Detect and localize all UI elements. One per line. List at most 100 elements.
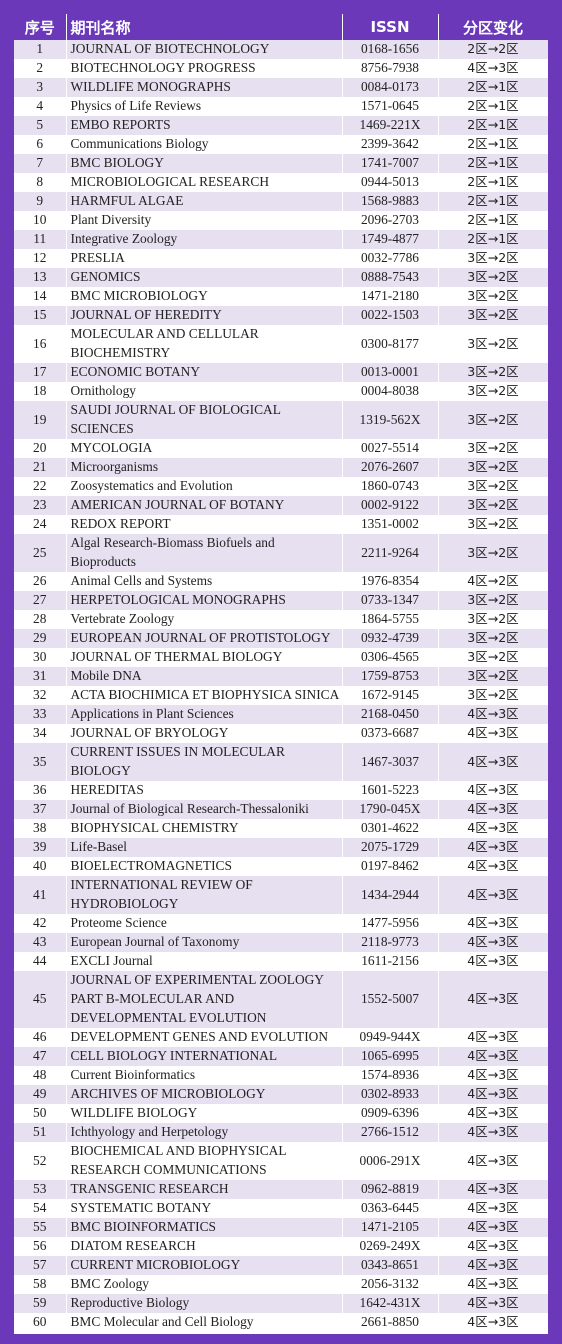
issn-cell: 0027-5514 [342,439,439,458]
issn-cell: 1976-8354 [342,572,439,591]
journal-name: Journal of Biological Research-Thessalon… [66,800,343,819]
table-row: 28 Vertebrate Zoology 1864-5755 3区→2区 [14,610,548,629]
zone-change: 4区→3区 [438,819,548,838]
issn-cell: 1574-8936 [342,1066,439,1085]
row-number: 40 [14,857,67,876]
table-row: 33 Applications in Plant Sciences 2168-045… [14,705,548,724]
table-row: 35 CURRENT ISSUES IN MOLECULAR BIOLOGY 146… [14,743,548,781]
table-row: 41 INTERNATIONAL REVIEW OF HYDROBIOLOGY 14… [14,876,548,914]
zone-change: 4区→3区 [438,1123,548,1142]
row-number: 42 [14,914,67,933]
table-row: 6 Communications Biology 2399-3642 2区→1区 [14,135,548,154]
journal-name: Plant Diversity [66,211,343,230]
issn-cell: 0300-8177 [342,325,439,363]
table-row: 39 Life-Basel 2075-1729 4区→3区 [14,838,548,857]
row-number: 50 [14,1104,67,1123]
issn-cell: 0197-8462 [342,857,439,876]
journal-name: ECONOMIC BOTANY [66,363,343,382]
journal-name: Proteome Science [66,914,343,933]
zone-change: 2区→1区 [438,97,548,116]
journal-name: Ichthyology and Herpetology [66,1123,343,1142]
journal-name: CELL BIOLOGY INTERNATIONAL [66,1047,343,1066]
zone-change: 4区→3区 [438,857,548,876]
table-row: 58 BMC Zoology 2056-3132 4区→3区 [14,1275,548,1294]
table-row: 7 BMC BIOLOGY 1741-7007 2区→1区 [14,154,548,173]
table-row: 16 MOLECULAR AND CELLULAR BIOCHEMISTRY 030… [14,325,548,363]
table-row: 22 Zoosystematics and Evolution 1860-0743 3… [14,477,548,496]
issn-cell: 0949-944X [342,1028,439,1047]
issn-cell: 1864-5755 [342,610,439,629]
journal-name: BMC Molecular and Cell Biology [66,1313,343,1332]
zone-change: 2区→1区 [438,154,548,173]
journal-name: BMC Zoology [66,1275,343,1294]
row-number: 22 [14,477,67,496]
row-number: 45 [14,971,67,1028]
zone-change: 4区→3区 [438,1294,548,1313]
issn-cell: 0944-5013 [342,173,439,192]
journal-name: JOURNAL OF EXPERIMENTAL ZOOLOGY PART B-M… [66,971,343,1028]
zone-change: 3区→2区 [438,496,548,515]
journal-name: REDOX REPORT [66,515,343,534]
row-number: 1 [14,40,67,59]
zone-change: 4区→3区 [438,1313,548,1332]
table-row: 8 MICROBIOLOGICAL RESEARCH 0944-5013 2区→1区 [14,173,548,192]
table-row: 48 Current Bioinformatics 1574-8936 4区→3区 [14,1066,548,1085]
issn-cell: 1434-2944 [342,876,439,914]
row-number: 35 [14,743,67,781]
issn-cell: 2766-1512 [342,1123,439,1142]
table-row: 1 JOURNAL OF BIOTECHNOLOGY 0168-1656 2区→2区 [14,40,548,59]
table-row: 3 WILDLIFE MONOGRAPHS 0084-0173 2区→1区 [14,78,548,97]
zone-change: 3区→2区 [438,591,548,610]
zone-change: 3区→2区 [438,610,548,629]
issn-cell: 1351-0002 [342,515,439,534]
journal-name: PRESLIA [66,249,343,268]
row-number: 6 [14,135,67,154]
row-number: 55 [14,1218,67,1237]
journal-name: Reproductive Biology [66,1294,343,1313]
issn-cell: 1672-9145 [342,686,439,705]
row-number: 8 [14,173,67,192]
issn-cell: 1469-221X [342,116,439,135]
zone-change: 4区→3区 [438,59,548,78]
header-issn: ISSN [342,14,439,40]
row-number: 30 [14,648,67,667]
journal-name: SYSTEMATIC BOTANY [66,1199,343,1218]
row-number: 59 [14,1294,67,1313]
table-row: 53 TRANSGENIC RESEARCH 0962-8819 4区→3区 [14,1180,548,1199]
issn-cell: 1467-3037 [342,743,439,781]
row-number: 9 [14,192,67,211]
journal-name: BIOPHYSICAL CHEMISTRY [66,819,343,838]
table-row: 47 CELL BIOLOGY INTERNATIONAL 1065-6995 4区→… [14,1047,548,1066]
row-number: 4 [14,97,67,116]
journal-name: BMC BIOINFORMATICS [66,1218,343,1237]
table-row: 34 JOURNAL OF BRYOLOGY 0373-6687 4区→3区 [14,724,548,743]
table-body: 1 JOURNAL OF BIOTECHNOLOGY 0168-1656 2区→2区 2… [14,40,548,1332]
issn-cell: 2168-0450 [342,705,439,724]
journal-name: Algal Research-Biomass Biofuels and Biop… [66,534,343,572]
zone-change: 2区→1区 [438,78,548,97]
zone-change: 3区→2区 [438,287,548,306]
issn-cell: 0022-1503 [342,306,439,325]
table-row: 17 ECONOMIC BOTANY 0013-0001 3区→2区 [14,363,548,382]
row-number: 34 [14,724,67,743]
issn-cell: 0013-0001 [342,363,439,382]
table-row: 20 MYCOLOGIA 0027-5514 3区→2区 [14,439,548,458]
zone-change: 4区→3区 [438,1237,548,1256]
table-row: 37 Journal of Biological Research-Thessal… [14,800,548,819]
issn-cell: 2075-1729 [342,838,439,857]
zone-change: 4区→3区 [438,933,548,952]
journal-name: JOURNAL OF THERMAL BIOLOGY [66,648,343,667]
table-row: 21 Microorganisms 2076-2607 3区→2区 [14,458,548,477]
issn-cell: 0002-9122 [342,496,439,515]
journal-name: BIOELECTROMAGNETICS [66,857,343,876]
table-row: 43 European Journal of Taxonomy 2118-9773 4… [14,933,548,952]
zone-change: 4区→3区 [438,743,548,781]
row-number: 31 [14,667,67,686]
table-row: 36 HEREDITAS 1601-5223 4区→3区 [14,781,548,800]
zone-change: 3区→2区 [438,629,548,648]
journal-name: Integrative Zoology [66,230,343,249]
row-number: 28 [14,610,67,629]
issn-cell: 0168-1656 [342,40,439,59]
journal-name: EMBO REPORTS [66,116,343,135]
zone-change: 2区→1区 [438,211,548,230]
